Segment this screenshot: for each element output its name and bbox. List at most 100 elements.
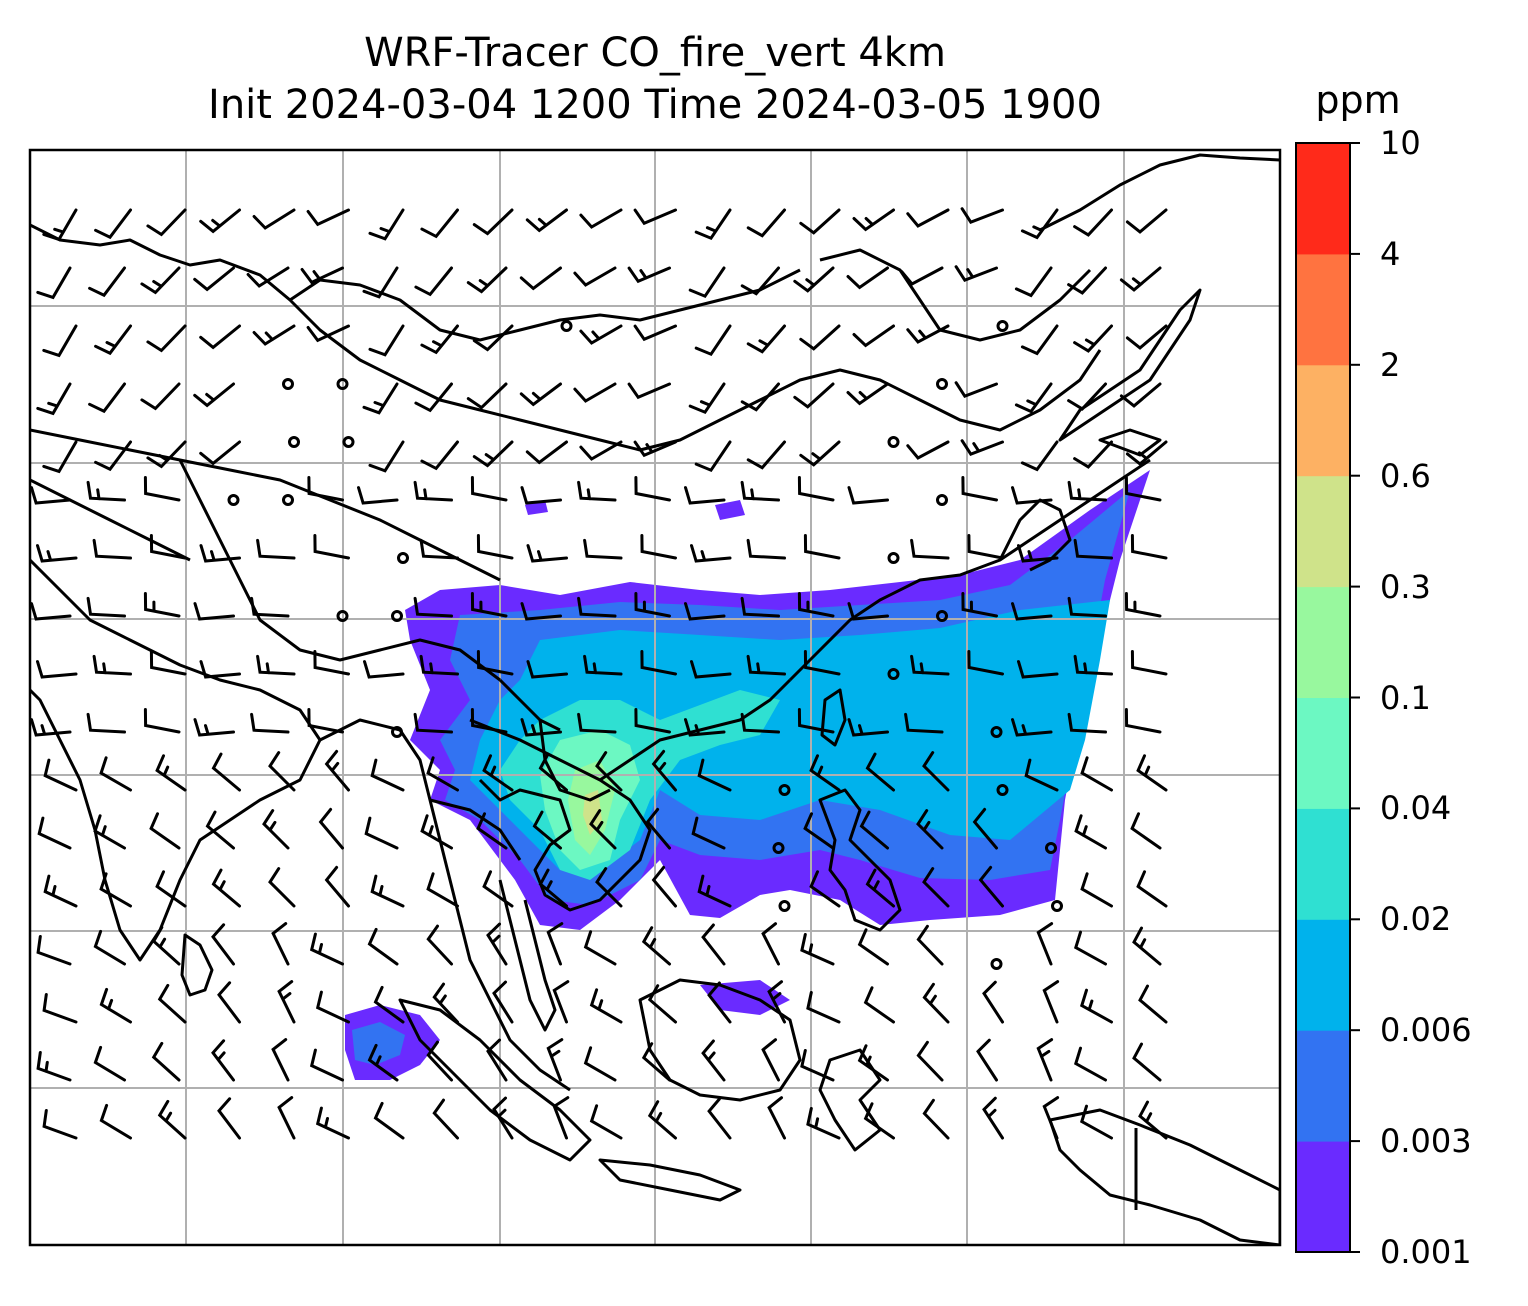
wind-barb	[309, 932, 344, 966]
wind-barb	[640, 650, 677, 676]
wind-barb	[589, 1104, 623, 1140]
colorbar-tick-label: 2	[1380, 345, 1401, 384]
wind-barb	[1124, 476, 1162, 502]
wind-barb-calm	[1045, 842, 1057, 854]
colorbar-swatch	[1296, 1030, 1350, 1142]
wind-barb	[906, 324, 950, 344]
wind-barb-calm	[778, 784, 791, 796]
wind-barb	[419, 538, 459, 560]
wind-barb	[847, 602, 889, 621]
wind-barb	[426, 872, 459, 908]
wind-barb	[1125, 324, 1168, 350]
colorbar-swatch	[1296, 253, 1350, 366]
wind-barb	[472, 208, 514, 236]
wind-barb	[767, 980, 786, 1024]
wind-barb	[922, 751, 950, 792]
wind-barb	[967, 534, 1004, 560]
wind-barb	[1011, 602, 1053, 621]
wind-barb	[1080, 756, 1113, 792]
wind-barb	[1020, 440, 1059, 472]
wind-barb	[847, 486, 889, 505]
wind-barb	[857, 928, 889, 966]
wind-barb	[972, 807, 998, 850]
wind-barb	[573, 382, 617, 403]
wind-barb	[367, 1043, 399, 1082]
wind-barb	[906, 208, 950, 228]
wind-barb	[1074, 1046, 1107, 1082]
wind-barb	[1138, 984, 1168, 1024]
wind-barb	[595, 751, 623, 792]
wind-barb	[595, 867, 623, 908]
wind-barb	[651, 865, 677, 908]
wind-barb	[30, 602, 72, 621]
wind-barb	[746, 324, 786, 354]
wind-barb	[809, 870, 841, 908]
colorbar-tick-label: 0.006	[1380, 1011, 1472, 1050]
wind-barb	[697, 874, 732, 908]
wind-barb-calm	[887, 436, 900, 448]
wind-barb	[250, 596, 290, 618]
wind-barb	[470, 592, 508, 618]
wind-barb	[271, 1038, 290, 1082]
wind-barb	[250, 712, 290, 734]
colorbar-swatch	[1296, 697, 1350, 809]
wind-barb	[367, 927, 399, 966]
wind-barb	[217, 981, 241, 1024]
wind-barb-calm	[936, 610, 948, 622]
colorbar-swatch	[1296, 364, 1350, 477]
wind-barb	[256, 654, 296, 676]
wind-barb	[857, 1044, 889, 1082]
colorbar-swatch	[1296, 143, 1350, 255]
wind-barb	[634, 476, 671, 502]
wind-barb	[746, 654, 786, 676]
wind-barb	[634, 708, 671, 734]
wind-barb-calm	[936, 378, 948, 390]
wind-barb	[362, 266, 399, 299]
wind-barb	[211, 923, 235, 966]
wind-barb-calm	[887, 668, 900, 680]
wind-barb	[1124, 592, 1162, 618]
wind-barb	[579, 324, 623, 345]
wind-barb	[978, 865, 1004, 908]
wind-barb	[1020, 324, 1059, 356]
wind-barb	[1073, 324, 1113, 353]
wind-barb	[256, 538, 296, 560]
wind-barb	[633, 440, 677, 458]
wind-barb	[746, 208, 786, 238]
wind-barb-calm	[778, 900, 791, 912]
wind-barb	[151, 925, 181, 966]
wind-barb-calm	[772, 842, 785, 854]
wind-barb	[797, 592, 835, 618]
wind-barb	[370, 874, 405, 908]
wind-barb	[960, 207, 1004, 225]
wind-barb	[92, 538, 132, 560]
wind-barb	[199, 208, 241, 234]
colorbar-swatch	[1296, 808, 1350, 920]
wind-barb	[432, 1098, 459, 1140]
wind-barb	[1125, 208, 1168, 234]
wind-barb	[906, 440, 950, 460]
wind-barb	[414, 266, 453, 297]
wind-barb	[577, 480, 617, 502]
wind-barb	[519, 382, 562, 407]
wind-barb	[149, 812, 181, 850]
wind-barb	[525, 208, 568, 233]
wind-barb	[1080, 872, 1113, 908]
wind-barb	[859, 810, 889, 850]
wind-barb	[86, 712, 126, 734]
wind-barb	[1036, 922, 1054, 966]
wind-barb	[277, 980, 296, 1024]
wind-barb	[1036, 1038, 1054, 1082]
wind-barb	[199, 324, 241, 350]
wind-barb	[420, 814, 453, 850]
wind-barb	[982, 980, 1004, 1024]
wind-barb	[691, 816, 726, 850]
wind-barb	[1074, 930, 1107, 966]
wind-barb	[806, 1107, 841, 1140]
wind-barb	[157, 1099, 187, 1140]
wind-barb	[1080, 988, 1113, 1024]
wind-barb	[922, 1098, 950, 1140]
colorbar-swatch	[1296, 475, 1350, 588]
wind-barb	[634, 592, 671, 618]
wind-barb	[193, 718, 235, 737]
